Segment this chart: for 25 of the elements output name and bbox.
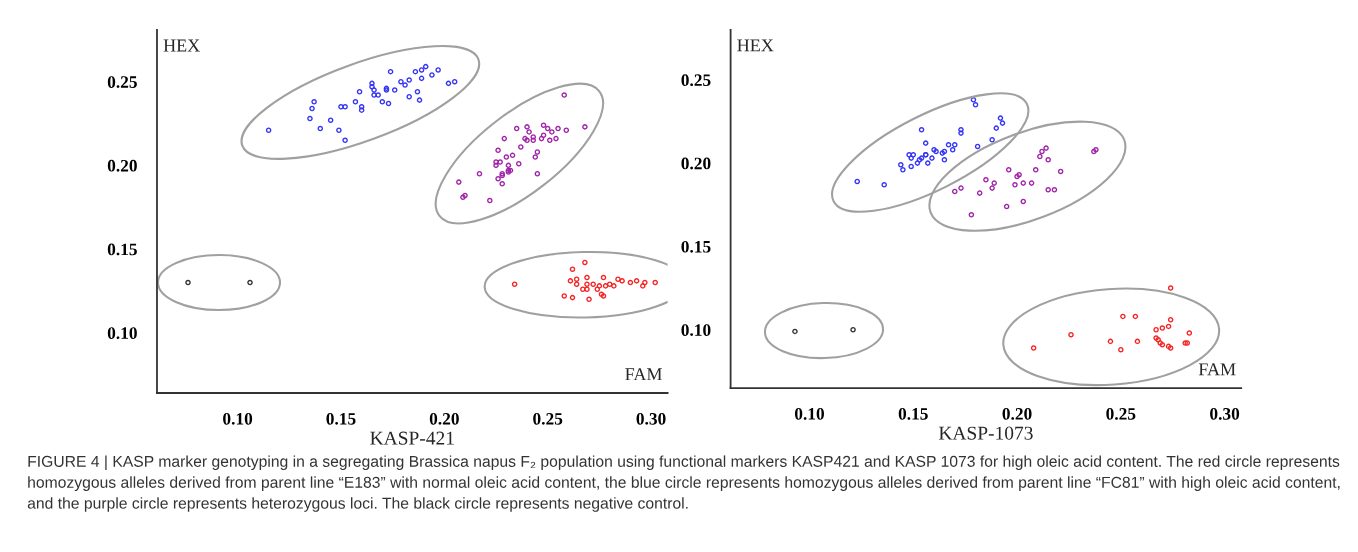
x-tick-label: 0.20 bbox=[1002, 408, 1032, 420]
y-tick-label: 0.15 bbox=[107, 243, 137, 256]
x-tick-label: 0.15 bbox=[326, 412, 356, 425]
x-tick-label: 0.20 bbox=[429, 412, 459, 425]
y-tick-label: 0.25 bbox=[107, 76, 137, 88]
annotation: HEX bbox=[163, 39, 200, 52]
x-tick-label: 0.30 bbox=[636, 412, 666, 425]
y-tick-label: 0.15 bbox=[681, 240, 711, 253]
y-tick-label: 0.20 bbox=[107, 159, 137, 172]
x-tick-label: 0.15 bbox=[898, 408, 928, 420]
annotation: FAM bbox=[1198, 363, 1236, 376]
x-axis-title: KASP-421 bbox=[370, 431, 454, 445]
annotation: HEX bbox=[737, 39, 774, 52]
y-tick-label: 0.10 bbox=[681, 324, 711, 337]
x-axis-title: KASP-1073 bbox=[938, 426, 1033, 440]
y-tick-label: 0.25 bbox=[681, 74, 711, 87]
annotation: FAM bbox=[625, 368, 662, 381]
caption: FIGURE 4 | KASP marker genotyping in a segregating Brassica napus F₂ population using functional markers KASP421 and KASP 1073 for high oleic acid content. The red circle represents homozygous alleles derived from parent line “E183” with normal oleic acid content, the blue circle represents homozygous alleles derived from parent line “FC81” with high oleic acid content, and the purple circle represents heterozygous loci. The black circle represents negative control. bbox=[27, 455, 1340, 512]
x-tick-label: 0.10 bbox=[794, 408, 825, 420]
x-tick-label: 0.25 bbox=[1106, 408, 1136, 420]
y-tick-label: 0.20 bbox=[681, 157, 711, 170]
x-tick-label: 0.25 bbox=[533, 412, 563, 425]
y-tick-label: 0.10 bbox=[107, 327, 137, 340]
x-tick-label: 0.30 bbox=[1210, 408, 1240, 420]
x-tick-label: 0.10 bbox=[223, 412, 253, 425]
